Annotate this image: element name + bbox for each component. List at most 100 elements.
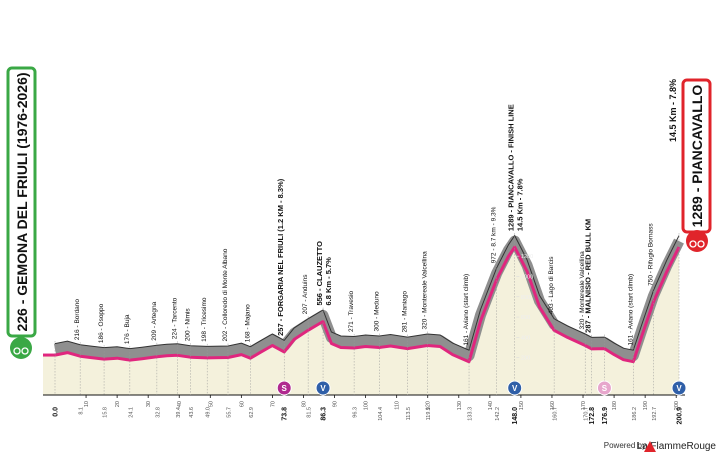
- footer-brand: La FlammeRouge: [637, 441, 717, 452]
- y-tick-label: 1000: [521, 274, 533, 280]
- footer-prefix: Powered by: [604, 441, 646, 450]
- waypoint-km: 119.9: [426, 407, 432, 420]
- marker-symbol: S: [602, 384, 608, 393]
- waypoint-km: 86.3: [321, 407, 328, 421]
- waypoint-label: 202 - Colloredo di Monte Albano: [222, 248, 229, 341]
- x-tick-label: 10: [84, 401, 90, 407]
- x-tick-label: 50: [208, 401, 214, 407]
- x-tick-label: 120: [426, 401, 432, 410]
- start-icon: [10, 337, 32, 359]
- waypoint-km: 0.0: [53, 407, 60, 417]
- waypoint-km: 160.7: [553, 407, 559, 421]
- waypoint-label: 320 - Montereale Valcellina: [579, 251, 586, 330]
- profile-line: [54, 245, 681, 364]
- waypoint-km: 81.5: [307, 407, 313, 418]
- x-tick-label: 170: [581, 401, 587, 410]
- waypoint-label: 287 - MALNISIO - RED BULL KM: [584, 219, 593, 333]
- x-tick-label: 150: [519, 401, 525, 410]
- waypoint-km: 170.7: [584, 407, 590, 421]
- waypoint-marker: V: [507, 380, 523, 396]
- marker-circle: [315, 380, 331, 396]
- waypoint-sublabel: 14.5 Km - 7.8%: [516, 178, 525, 231]
- x-tick-label: 40: [177, 401, 183, 407]
- waypoint-km: 49.0: [206, 407, 212, 418]
- waypoint-label: 209 - Artegna: [151, 301, 158, 340]
- finish-label: 1289 - PIANCAVALLO: [689, 85, 705, 228]
- waypoint-label: 168 - Majano: [244, 304, 251, 342]
- start-icon-wheel: [21, 347, 29, 355]
- waypoint-label: 257 - FORGARIA NEL FRIULI (1.2 KM - 8.3%…: [276, 178, 285, 336]
- marker-symbol: V: [676, 384, 682, 393]
- waypoint-km: 62.9: [249, 407, 255, 418]
- waypoint-km: 172.8: [589, 407, 596, 425]
- y-tick-label: 800: [521, 295, 530, 301]
- waypoint-km: 96.3: [353, 407, 359, 418]
- x-tick-label: 100: [364, 401, 370, 410]
- waypoint-marker: S: [276, 380, 292, 396]
- waypoint-km: 113.5: [406, 407, 412, 420]
- x-tick-label: 190: [643, 401, 649, 410]
- profile-edge: [54, 234, 680, 351]
- waypoint-sublabel: 6.8 Km - 5.7%: [324, 257, 333, 306]
- waypoint-label: 207 - Anduins: [302, 274, 309, 315]
- waypoint-label: 200 - Nimis: [184, 308, 191, 342]
- x-tick-label: 110: [395, 401, 401, 410]
- marker-symbol: V: [512, 384, 518, 393]
- waypoint-label: 972 - 8.7 km - 9.3%: [491, 206, 498, 263]
- start-icon-wheel: [13, 347, 21, 355]
- x-tick-label: 70: [270, 401, 276, 407]
- waypoint-km: 200.9: [677, 407, 684, 425]
- waypoint-km: 176.9: [602, 407, 609, 425]
- profile-band: [53, 235, 684, 362]
- waypoint-km: 192.7: [652, 407, 658, 421]
- waypoint-label: 556 - CLAUZETTO: [315, 241, 324, 306]
- x-tick-label: 20: [115, 401, 121, 407]
- waypoint-km: 73.8: [282, 407, 289, 421]
- waypoint-km: 39.4: [176, 407, 182, 418]
- x-tick-label: 200: [674, 401, 680, 410]
- x-tick-label: 30: [146, 401, 152, 407]
- waypoint-km: 133.3: [468, 407, 474, 421]
- marker-circle: [671, 380, 687, 396]
- waypoint-km: 55.7: [227, 407, 233, 418]
- finish-sublabel: 14.5 Km - 7.8%: [668, 79, 678, 142]
- waypoint-label: 281 - Maniago: [402, 291, 409, 333]
- marker-symbol: S: [282, 384, 288, 393]
- marker-circle: [596, 380, 612, 396]
- marker-circle: [507, 380, 523, 396]
- waypoint-km: 186.2: [632, 407, 638, 421]
- x-tick-label: 90: [333, 401, 339, 407]
- finish-icon: [686, 230, 708, 252]
- waypoint-label: 1289 - PIANCAVALLO - FINISH LINE: [507, 104, 516, 231]
- waypoint-label: 320 - Montereale Valcellina: [421, 251, 428, 330]
- waypoint-marker: V: [315, 380, 331, 396]
- x-tick-label: 80: [301, 401, 307, 407]
- waypoint-label: 750 - Rifugio Bornass: [648, 223, 655, 286]
- x-tick-label: 180: [612, 401, 618, 410]
- y-tick-label: 1200: [521, 254, 533, 260]
- waypoint-km: 15.8: [103, 407, 109, 418]
- waypoint-km: 32.8: [155, 407, 161, 418]
- x-tick-label: 60: [239, 401, 245, 407]
- waypoint-label: 403 - Lago di Barcis: [548, 256, 555, 315]
- waypoint-km: 104.4: [378, 407, 384, 421]
- waypoint-label: 224 - Tarcento: [171, 297, 178, 339]
- y-tick-label: 200: [521, 356, 530, 362]
- start-box: [6, 66, 37, 338]
- marker-circle: [276, 380, 292, 396]
- x-tick-label: 140: [488, 401, 494, 410]
- waypoint-label: 300 - Meduno: [373, 291, 380, 331]
- waypoint-label: 161 - Aviano (start climb): [463, 274, 470, 346]
- waypoint-label: 216 - Bordano: [74, 299, 81, 341]
- waypoint-marker: S: [596, 380, 612, 396]
- waypoint-km: 148.0: [512, 407, 519, 425]
- waypoint-km: 43.6: [189, 407, 195, 418]
- waypoint-label: 161 - Aviano (start climb): [627, 274, 634, 346]
- waypoint-marker: V: [671, 380, 687, 396]
- y-tick-label: 400: [521, 335, 530, 341]
- waypoint-km: 24.1: [128, 407, 134, 418]
- waypoint-label: 198 - Tricesimo: [201, 297, 208, 342]
- x-tick-label: 160: [550, 401, 556, 410]
